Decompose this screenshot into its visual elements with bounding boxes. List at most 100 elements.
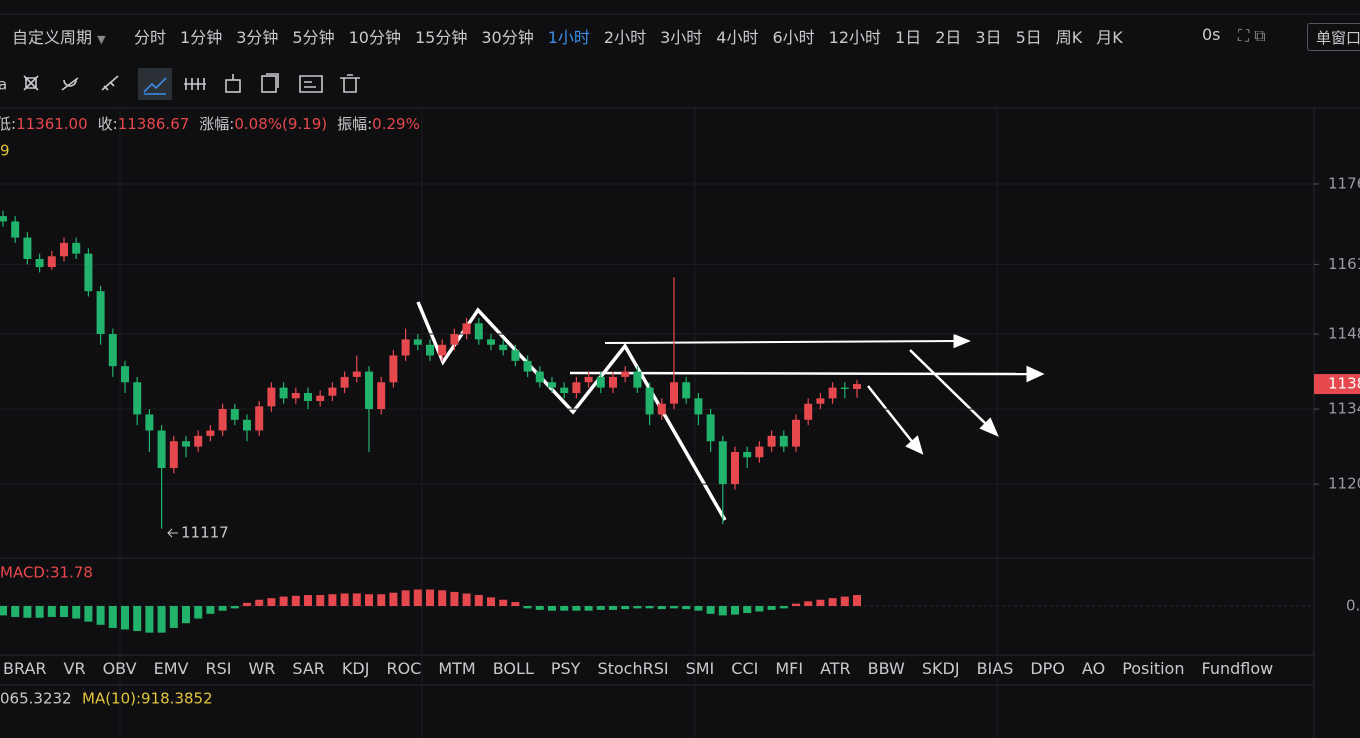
candle-body — [499, 344, 508, 351]
macd-bar — [316, 595, 325, 606]
indicator-tab[interactable]: EMV — [153, 659, 189, 678]
indicator-tabs: BRAR VR OBV EMV RSI WR SAR KDJ ROC MTM BOLL PSY Stoc… — [3, 659, 1273, 678]
candle-body — [462, 323, 471, 335]
macd-bar — [609, 606, 617, 610]
candle-body — [267, 387, 276, 407]
candle-body — [792, 419, 800, 447]
candle-body — [731, 451, 739, 485]
indicator-tab[interactable]: SKDJ — [921, 659, 960, 678]
candle-body — [145, 414, 154, 431]
period-tab[interactable]: 15分钟 — [414, 28, 468, 47]
candle-body — [596, 376, 605, 388]
indicator-tab[interactable]: OBV — [102, 659, 137, 678]
period-tab[interactable]: 2日 — [935, 28, 962, 47]
macd-bar — [743, 606, 752, 614]
macd-bar — [511, 602, 520, 606]
indicator-tab[interactable]: KDJ — [341, 659, 370, 678]
info-label: 涨幅: — [199, 115, 234, 133]
indicator-tab[interactable]: ATR — [820, 659, 851, 678]
candle-body — [523, 360, 532, 372]
candle-body — [206, 430, 215, 436]
candle-body — [365, 371, 373, 410]
vertical-grid — [119, 108, 998, 738]
candle-body — [11, 221, 20, 238]
custom-period[interactable]: 自定义周期 ▼ — [12, 24, 106, 48]
candle-body — [35, 259, 44, 268]
period-tab[interactable]: 3日 — [975, 28, 1002, 47]
info-value: 11386.67 — [118, 115, 190, 133]
indicator-tab[interactable]: SMI — [685, 659, 715, 678]
period-tab[interactable]: 5日 — [1015, 28, 1042, 47]
period-tab[interactable]: 12小时 — [828, 28, 882, 47]
macd-bar — [853, 595, 861, 606]
candle-body — [316, 395, 325, 402]
candle-body — [243, 419, 251, 431]
period-tab[interactable]: 1小时 — [547, 28, 590, 47]
indicator-tab[interactable]: CCI — [731, 659, 759, 678]
indicator-tab[interactable]: MFI — [775, 659, 804, 678]
indicator-tab[interactable]: PSY — [550, 659, 581, 678]
indicator-tab[interactable]: BOLL — [492, 659, 534, 678]
candle-body — [621, 371, 630, 377]
indicator-tab[interactable]: MTM — [438, 659, 476, 678]
candle-body — [304, 392, 312, 402]
tool-icons: a — [0, 68, 360, 100]
macd-bar — [11, 606, 20, 617]
period-tab[interactable]: 5分钟 — [292, 28, 335, 47]
indicator-tab[interactable]: BBW — [867, 659, 905, 678]
period-tab[interactable]: 1分钟 — [180, 28, 223, 47]
custom-period-label: 自定义周期 — [12, 28, 93, 47]
fullscreen-icons[interactable]: ⛶ ⧉ — [1238, 26, 1266, 45]
macd-bar — [548, 606, 556, 611]
period-tab[interactable]: 月K — [1096, 28, 1123, 47]
price-tag — [1314, 374, 1360, 395]
indicator-tab[interactable]: StochRSI — [597, 659, 669, 678]
macd-bar — [328, 594, 337, 606]
indicator-tab[interactable]: VR — [63, 659, 86, 678]
macd-bar — [474, 595, 483, 606]
indicator-tab[interactable]: SAR — [292, 659, 325, 678]
candle-body — [377, 382, 386, 410]
indicator-tab[interactable]: DPO — [1030, 659, 1065, 678]
macd-bar — [23, 606, 32, 618]
period-tab[interactable]: 10分钟 — [348, 28, 401, 47]
indicator-tab[interactable]: ROC — [386, 659, 422, 678]
candle-body — [194, 435, 203, 447]
indicator-tab[interactable]: WR — [248, 659, 276, 678]
indicator-tab[interactable]: BRAR — [3, 659, 47, 678]
candle-body — [584, 376, 593, 383]
period-tab[interactable]: 3小时 — [660, 28, 703, 47]
period-tab[interactable]: 周K — [1055, 28, 1083, 47]
macd-bar — [365, 594, 373, 606]
candle-body — [84, 253, 93, 292]
period-tab[interactable]: 6小时 — [772, 28, 815, 47]
indicator-tab[interactable]: Fundflow — [1201, 659, 1274, 678]
period-tab[interactable]: 分时 — [134, 28, 167, 47]
ohlc-info: 低:11361.00 收:11386.67 涨幅:0.08%(9.19) 振幅:0.2… — [0, 115, 420, 133]
indicator-tab[interactable]: RSI — [205, 659, 232, 678]
macd-bar — [96, 606, 105, 625]
window-button[interactable]: 单窗口 — [1307, 23, 1360, 51]
macd-bar — [596, 606, 605, 610]
period-tab[interactable]: 4小时 — [716, 28, 759, 47]
macd-bar — [718, 606, 727, 616]
candle-body — [413, 339, 422, 345]
indicator-tab[interactable]: Position — [1122, 659, 1185, 678]
period-tab[interactable]: 2小时 — [603, 28, 647, 47]
candle-body — [291, 392, 300, 399]
macd-bar — [279, 596, 288, 606]
indicator-tab[interactable]: BIAS — [976, 659, 1014, 678]
candle-body — [694, 398, 703, 415]
candle-body — [169, 441, 178, 469]
y-tick-label: 11760 — [1328, 174, 1360, 192]
macd-bar — [828, 598, 837, 606]
period-tab[interactable]: 3分钟 — [236, 28, 279, 47]
candle-body — [682, 382, 691, 399]
candle-body — [767, 435, 776, 447]
indicator-tab[interactable]: AO — [1081, 659, 1106, 678]
period-tab[interactable]: 30分钟 — [481, 28, 534, 47]
candle-body — [279, 387, 288, 399]
macd-bar — [779, 606, 788, 609]
period-tab[interactable]: 1日 — [895, 28, 922, 47]
macd-bar — [792, 603, 800, 606]
